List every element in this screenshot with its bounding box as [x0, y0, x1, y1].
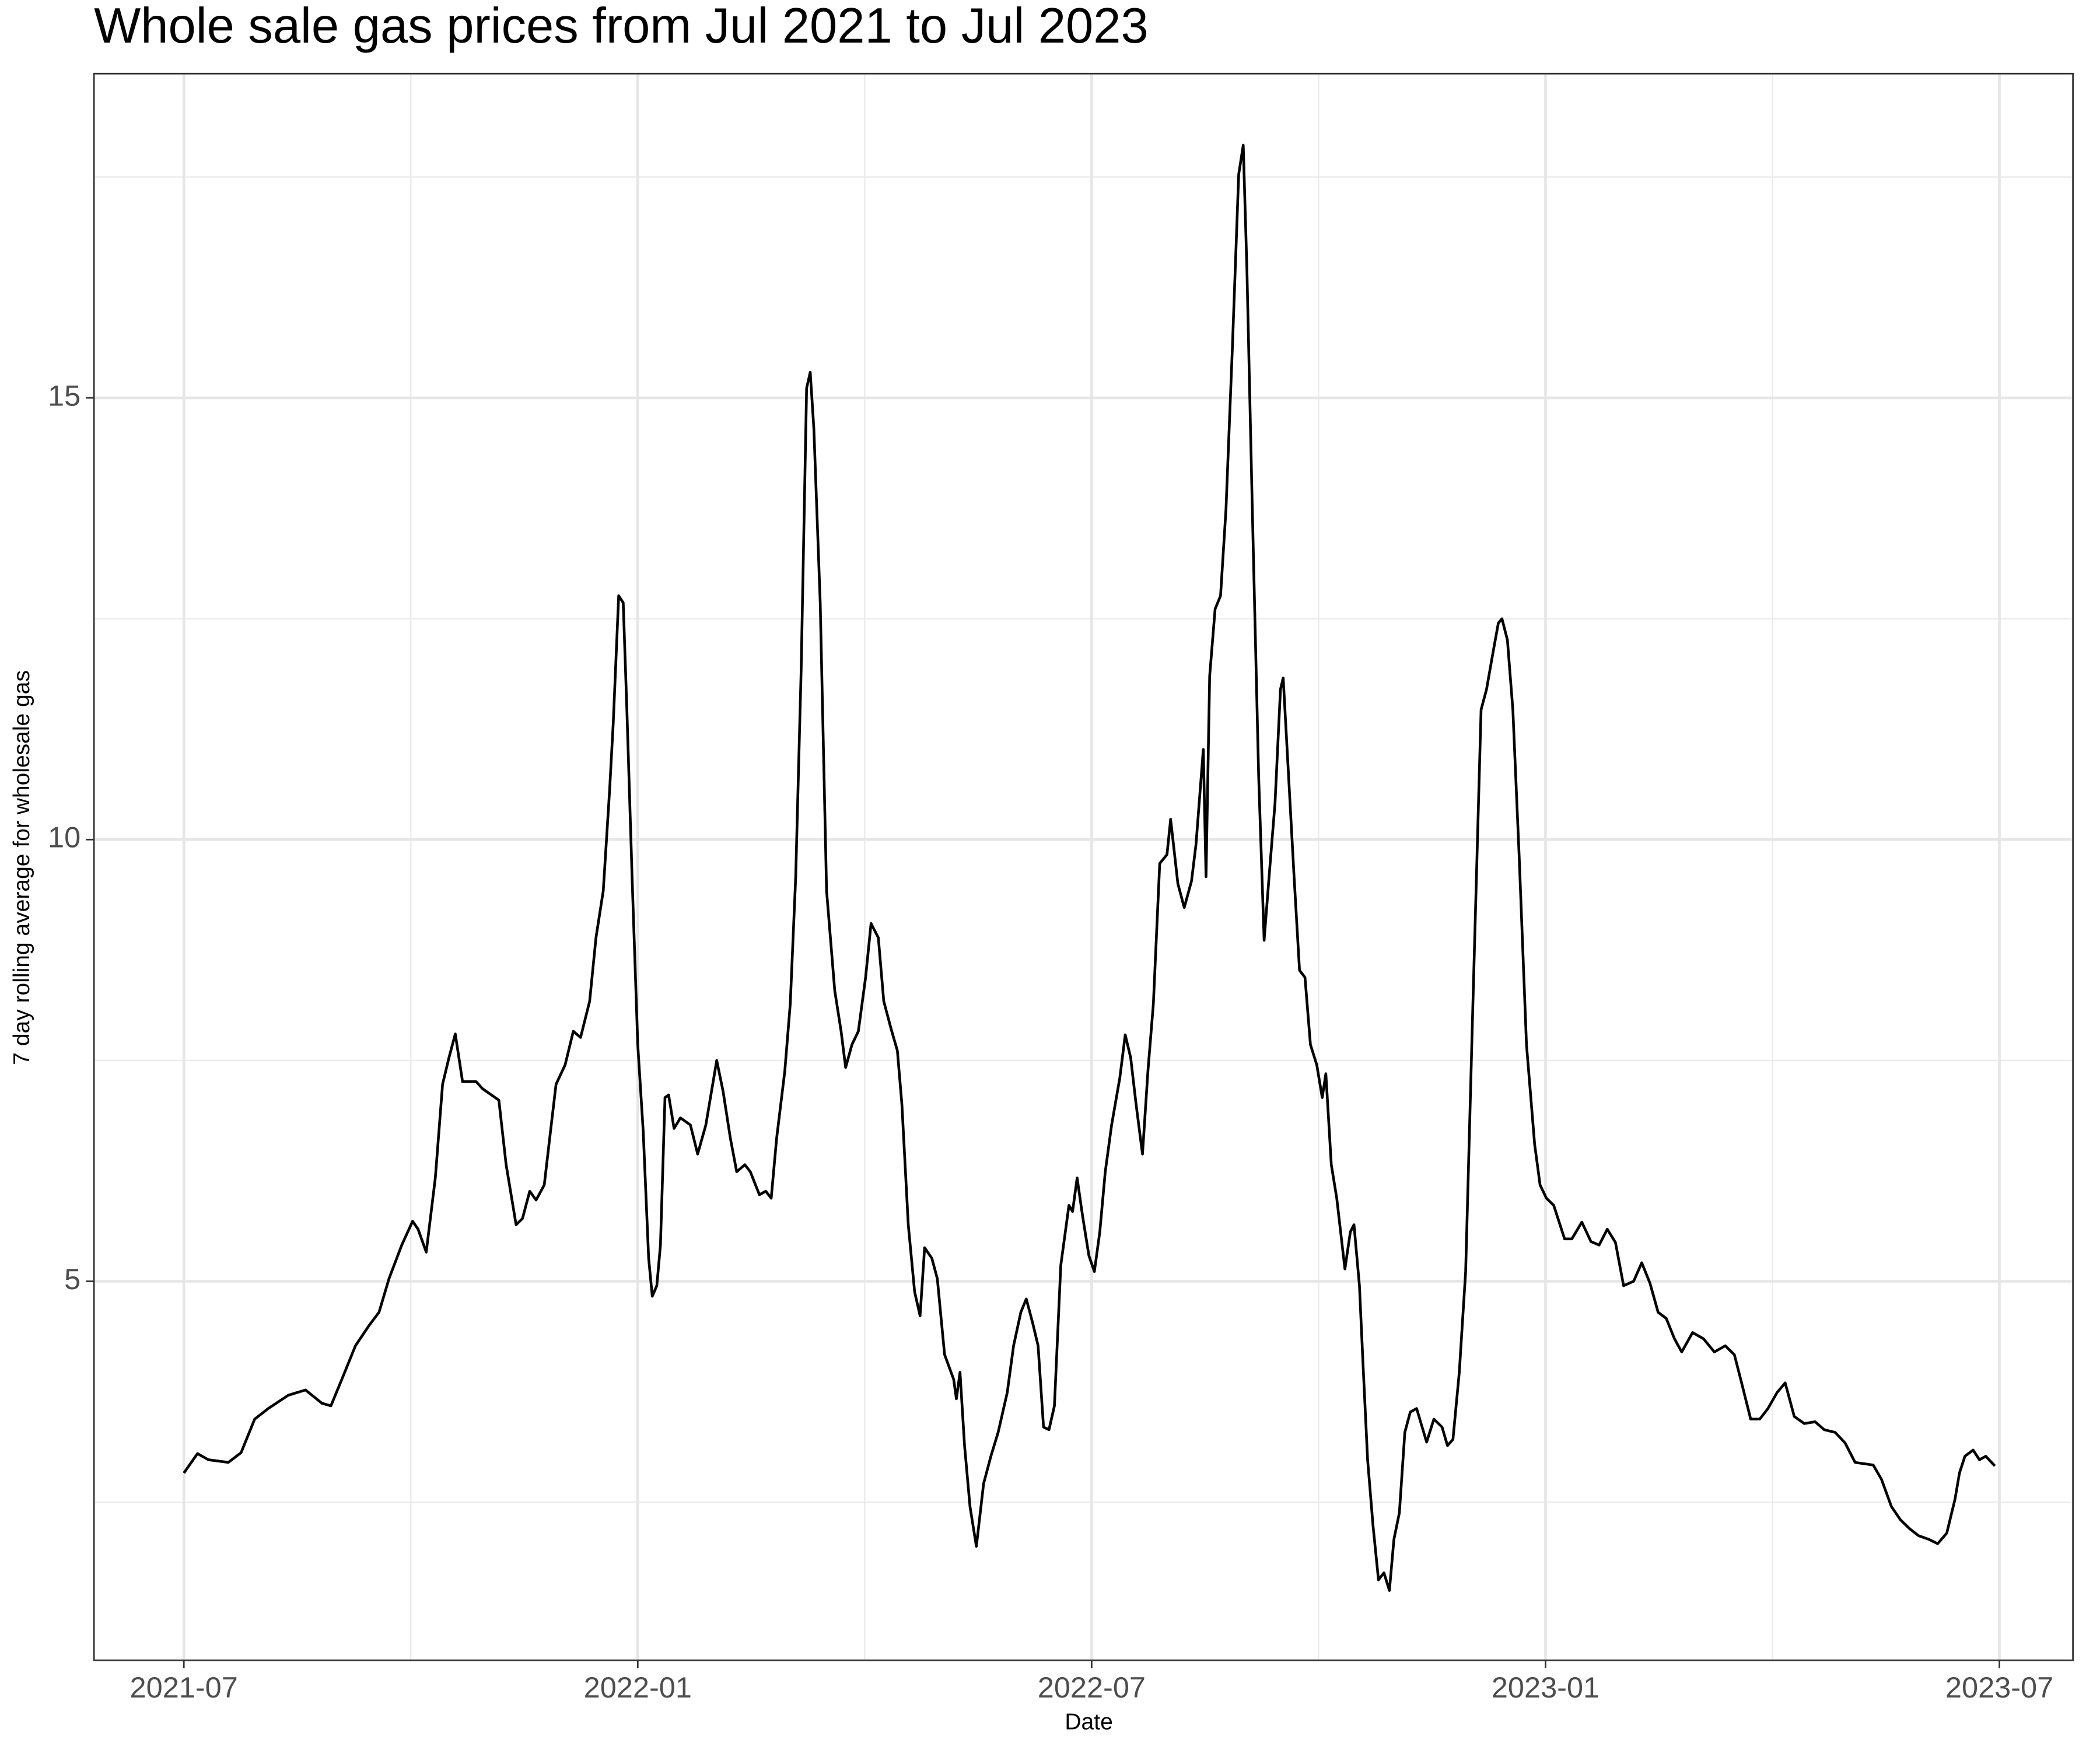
axes: 2021-07 2022-01 2022-07 2023-01 2023-07 5 10 15 — [48, 379, 2053, 1704]
y-tick-label: 5 — [64, 1262, 80, 1296]
x-axis-label: Date — [1065, 1709, 1112, 1734]
y-axis-label: 7 day rolling average for wholesale gas — [9, 670, 34, 1065]
x-tick-label: 2022-01 — [584, 1671, 692, 1704]
data-line — [183, 144, 1996, 1592]
x-tick-label: 2021-07 — [130, 1671, 238, 1704]
y-tick-label: 10 — [48, 821, 80, 854]
chart-title: Whole sale gas prices from Jul 2021 to J… — [94, 0, 1149, 53]
x-tick-label: 2023-07 — [1945, 1671, 2053, 1704]
grid — [94, 74, 2073, 1661]
panel-border — [93, 72, 2074, 1661]
x-tick-label: 2022-07 — [1038, 1671, 1146, 1704]
y-tick-label: 15 — [48, 379, 80, 412]
plot-area — [183, 144, 1996, 1592]
x-tick-label: 2023-01 — [1492, 1671, 1600, 1704]
